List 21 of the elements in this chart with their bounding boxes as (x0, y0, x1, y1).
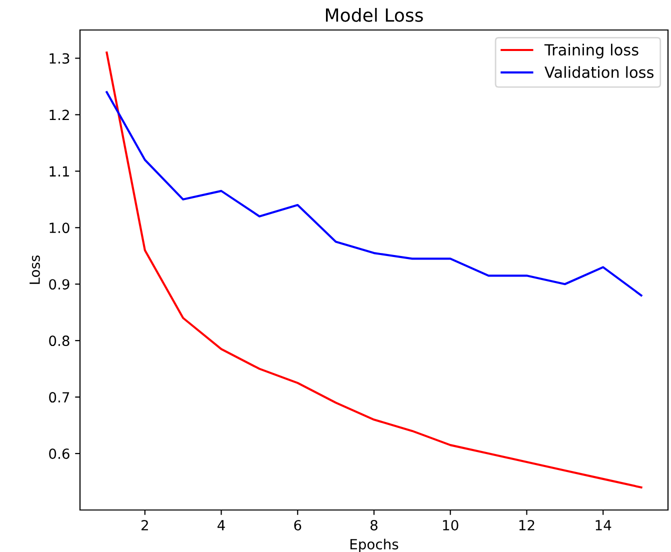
y-tick-label: 0.6 (49, 448, 70, 460)
x-tick-label: 6 (294, 520, 302, 530)
x-tick-label: 12 (519, 520, 534, 530)
y-tick-label: 1.1 (50, 166, 69, 176)
legend-label: Training loss (544, 44, 638, 59)
y-tick-label: 1.2 (50, 110, 69, 120)
y-tick-label: 0.9 (49, 279, 70, 290)
x-tick-label: 14 (596, 520, 612, 530)
x-tick-label: 10 (443, 520, 458, 530)
y-tick-label: 1.3 (50, 53, 70, 64)
y-tick-label: 1.0 (50, 222, 70, 234)
chart-title: Model Loss (326, 8, 423, 22)
x-tick-label: 2 (142, 520, 148, 530)
line-series (106, 91, 642, 296)
x-tick-label: 8 (370, 520, 378, 530)
y-tick-label: 0.7 (49, 392, 70, 403)
y-tick-label: 0.8 (49, 336, 70, 346)
y-axis-title: Loss (30, 255, 40, 284)
x-axis-title: Epochs (350, 538, 398, 552)
x-tick-label: 4 (218, 520, 225, 530)
legend-label: Validation loss (544, 66, 654, 78)
